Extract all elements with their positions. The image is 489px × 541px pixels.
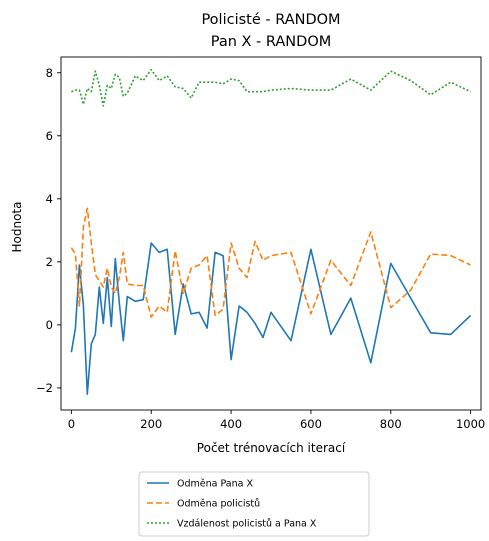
plot-frame — [60, 56, 482, 411]
legend-label: Odměna policistů — [177, 499, 260, 510]
legend-box — [138, 471, 370, 537]
chart-subtitle: Pan X - RANDOM — [211, 34, 332, 50]
y-tick-label: 2 — [46, 255, 53, 269]
x-tick-label: 800 — [380, 417, 402, 431]
y-tick-label: −2 — [36, 381, 53, 395]
legend-label: Vzdálenost policistů a Pana X — [177, 519, 317, 530]
x-tick-label: 600 — [300, 417, 322, 431]
series-line-1 — [70, 242, 472, 396]
chart-title: Policisté - RANDOM — [201, 12, 340, 28]
plot-area: 0 200 400 600 800 1000 −2 0 2 4 6 8 — [36, 56, 485, 431]
x-tick-label: 1000 — [456, 417, 485, 431]
y-tick-label: 8 — [46, 66, 53, 80]
y-tick-label: 6 — [46, 129, 53, 143]
y-tick-label: 4 — [46, 192, 53, 206]
y-tick-label: 0 — [46, 318, 53, 332]
x-tick-label: 200 — [140, 417, 162, 431]
legend: Odměna Pana X Odměna policistů Vzdálenost … — [138, 471, 370, 537]
series-line-3 — [71, 68, 471, 107]
x-tick-label: 0 — [68, 417, 75, 431]
legend-label: Odměna Pana X — [177, 479, 253, 490]
x-tick-label: 400 — [220, 417, 242, 431]
y-axis-label: Hodnota — [10, 202, 24, 253]
x-axis-label: Počet trénovacích iterací — [197, 441, 346, 455]
series-line-2 — [70, 207, 471, 318]
